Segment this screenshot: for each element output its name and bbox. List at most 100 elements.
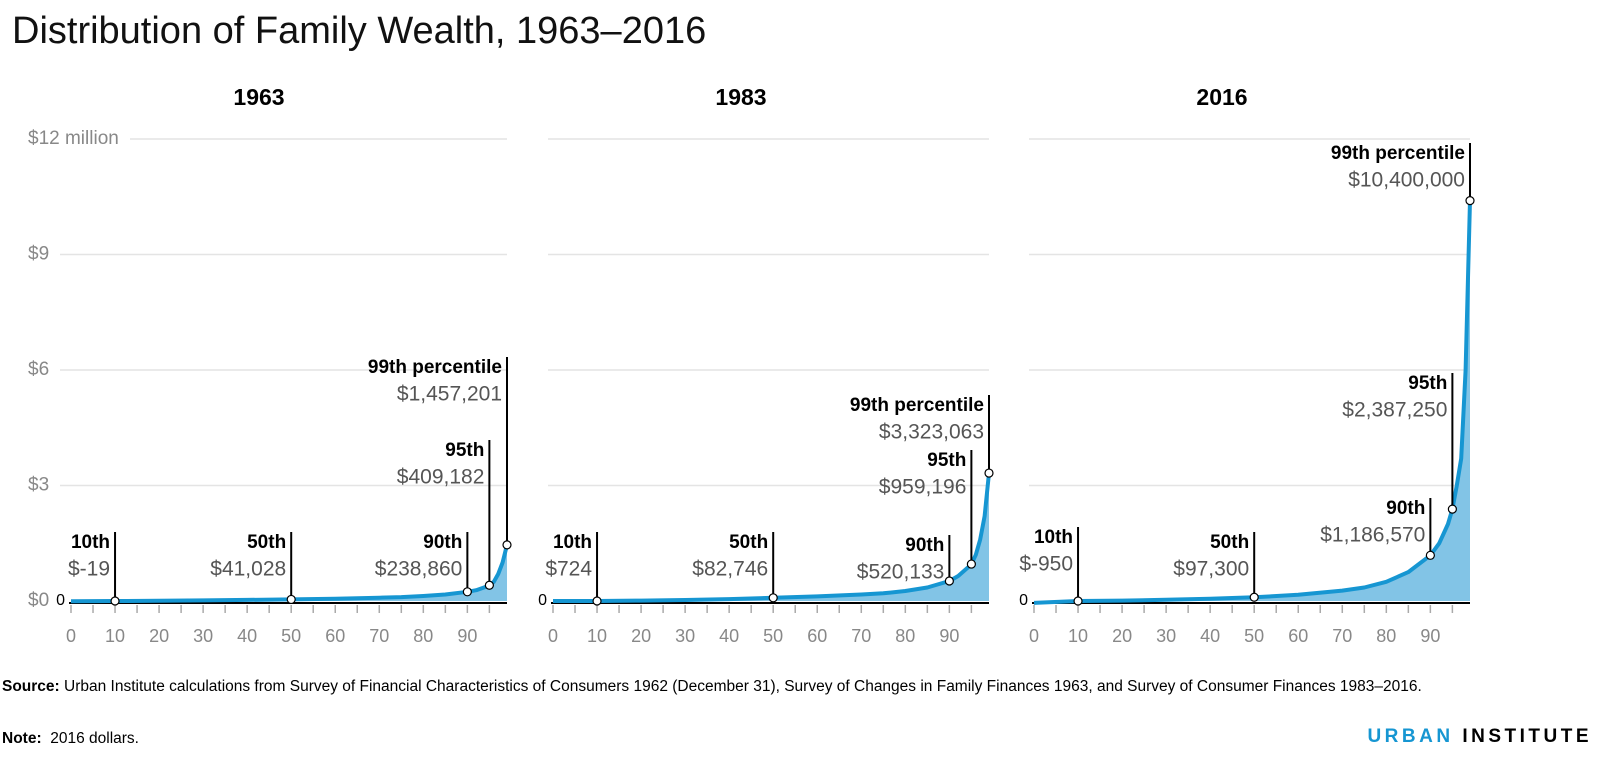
line (1033, 200, 1472, 605)
annotation-point (484, 580, 494, 590)
annotation-label: 95th (445, 440, 484, 461)
baseline-tick-label: 0 (56, 592, 65, 609)
source-label: Source: (2, 678, 60, 695)
annotation-value: $41,028 (210, 558, 286, 581)
annotation-value: $238,860 (375, 558, 463, 581)
line (70, 544, 509, 604)
baseline-tick-label: 0 (1019, 592, 1028, 609)
area (71, 544, 507, 602)
annotation-label: 90th (423, 532, 462, 553)
annotation-value: $10,400,000 (1348, 169, 1465, 192)
x-tick-label: 50 (763, 626, 783, 646)
x-tick-label: 20 (149, 626, 169, 646)
x-tick-label: 0 (548, 626, 558, 646)
source-text: Urban Institute calculations from Survey… (64, 678, 1422, 695)
annotation-value: $959,196 (879, 476, 967, 499)
annotation-label: 95th (927, 450, 966, 471)
x-tick-label: 40 (719, 626, 739, 646)
panel-title: 1963 (233, 84, 284, 110)
annotation-value: $97,300 (1173, 558, 1249, 581)
x-tick-label: 70 (851, 626, 871, 646)
annotation-label: 90th (905, 535, 944, 556)
x-tick-label: 30 (1156, 626, 1176, 646)
annotation-label: 10th (1034, 527, 1073, 548)
y-tick-label: $9 (28, 244, 49, 265)
note: Note: 2016 dollars. (2, 728, 139, 749)
x-tick-label: 0 (66, 626, 76, 646)
annotation-point (1073, 596, 1083, 606)
x-tick-label: 40 (237, 626, 257, 646)
area (553, 473, 989, 601)
note-label: Note: (2, 730, 42, 747)
x-tick-label: 30 (193, 626, 213, 646)
annotation-label: 50th (1210, 532, 1249, 553)
x-tick-label: 80 (1376, 626, 1396, 646)
x-tick-label: 80 (895, 626, 915, 646)
logo-second: INSTITUTE (1462, 726, 1592, 747)
y-tick-label: $0 (28, 590, 49, 611)
annotation-point (286, 594, 296, 605)
annotation-value: $2,387,250 (1342, 399, 1447, 422)
x-tick-label: 60 (325, 626, 345, 646)
x-tick-label: 70 (1332, 626, 1352, 646)
x-tick-label: 80 (413, 626, 433, 646)
annotation-point (944, 576, 954, 586)
annotation-point (462, 587, 472, 597)
annotation-value: $409,182 (397, 466, 485, 489)
y-tick-label: $6 (28, 359, 49, 380)
x-tick-label: 90 (457, 626, 477, 646)
annotation-label: 99th percentile (850, 395, 984, 416)
annotation-point (1425, 550, 1435, 560)
x-tick-label: 10 (1068, 626, 1088, 646)
x-tick-label: 10 (587, 626, 607, 646)
annotation-label: 10th (553, 532, 592, 553)
x-tick-label: 10 (105, 626, 125, 646)
annotation-label: 99th percentile (1331, 143, 1465, 164)
y-tick-label: $12 million (28, 128, 119, 149)
logo: URBAN INSTITUTE (1367, 726, 1592, 748)
annotation-value: $-19 (68, 558, 110, 581)
source: Source: Urban Institute calculations fro… (2, 676, 1512, 697)
x-tick-label: 40 (1200, 626, 1220, 646)
x-tick-label: 0 (1029, 626, 1039, 646)
x-tick-label: 60 (1288, 626, 1308, 646)
area (1034, 200, 1470, 603)
logo-first: URBAN (1367, 726, 1454, 747)
annotation-label: 50th (247, 532, 286, 553)
annotation-label: 90th (1386, 498, 1425, 519)
x-tick-label: 60 (807, 626, 827, 646)
annotation-label: 10th (71, 532, 110, 553)
x-tick-label: 20 (1112, 626, 1132, 646)
annotation-point (110, 596, 120, 606)
x-tick-label: 70 (369, 626, 389, 646)
annotation-label: 99th percentile (368, 357, 502, 378)
annotation-point (966, 559, 976, 569)
annotation-point (1447, 504, 1457, 514)
y-tick-label: $3 (28, 475, 49, 496)
x-tick-label: 50 (281, 626, 301, 646)
annotation-value: $82,746 (692, 558, 768, 581)
annotation-value: $1,186,570 (1320, 524, 1425, 547)
annotation-point (592, 596, 602, 606)
x-tick-label: 50 (1244, 626, 1264, 646)
annotation-point (1465, 196, 1475, 206)
annotation-label: 95th (1408, 373, 1447, 394)
x-tick-label: 20 (631, 626, 651, 646)
annotation-value: $520,133 (857, 561, 945, 584)
line (553, 472, 991, 603)
x-tick-label: 30 (675, 626, 695, 646)
x-tick-label: 90 (1420, 626, 1440, 646)
x-tick-label: 90 (939, 626, 959, 646)
annotation-value: $1,457,201 (397, 383, 502, 406)
annotation-value: $-950 (1019, 553, 1073, 576)
annotation-label: 50th (729, 532, 768, 553)
panel-title: 1983 (715, 84, 766, 110)
chart-title: Distribution of Family Wealth, 1963–2016 (12, 10, 706, 52)
note-text: 2016 dollars. (50, 730, 139, 747)
annotation-point (768, 593, 778, 603)
baseline-tick-label: 0 (538, 592, 547, 609)
annotation-value: $3,323,063 (879, 421, 984, 444)
annotation-point (1249, 592, 1259, 602)
